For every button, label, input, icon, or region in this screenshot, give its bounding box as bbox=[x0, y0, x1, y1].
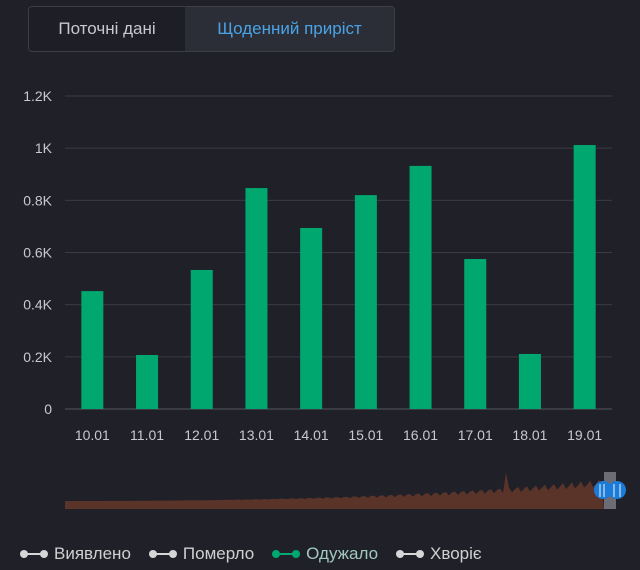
bar[interactable] bbox=[573, 145, 596, 409]
legend-label: Одужало bbox=[306, 544, 379, 563]
y-tick-label: 0 bbox=[44, 401, 52, 417]
legend-marker-icon bbox=[396, 549, 425, 559]
bar[interactable] bbox=[190, 269, 213, 409]
x-tick-label: 17.01 bbox=[458, 427, 493, 443]
bar[interactable] bbox=[81, 291, 104, 409]
slider-handle-left[interactable] bbox=[594, 481, 612, 499]
legend-label: Померло bbox=[182, 544, 255, 563]
bar[interactable] bbox=[136, 355, 159, 409]
legend-item[interactable]: Виявлено bbox=[20, 544, 131, 564]
tab-current-data[interactable]: Поточні дані bbox=[29, 7, 185, 51]
overview-area bbox=[65, 473, 604, 509]
x-tick-label: 16.01 bbox=[403, 427, 438, 443]
legend-marker-icon bbox=[20, 549, 48, 559]
bar[interactable] bbox=[354, 195, 377, 409]
legend-marker-icon bbox=[148, 549, 177, 559]
x-tick-label: 12.01 bbox=[184, 427, 219, 443]
legend: Виявлено Померло Одужало Хворіє bbox=[20, 544, 482, 564]
bar[interactable] bbox=[300, 227, 323, 409]
legend-marker-icon bbox=[272, 549, 301, 559]
y-tick-label: 0.6K bbox=[23, 245, 52, 261]
bar[interactable] bbox=[464, 259, 487, 409]
legend-label: Виявлено bbox=[54, 544, 131, 563]
y-tick-label: 0.2K bbox=[23, 349, 52, 365]
legend-label: Хворіє bbox=[430, 544, 482, 563]
bar[interactable] bbox=[518, 353, 541, 409]
x-tick-label: 11.01 bbox=[130, 427, 164, 443]
legend-item[interactable]: Одужало bbox=[272, 544, 378, 564]
x-tick-label: 14.01 bbox=[294, 427, 329, 443]
x-tick-label: 15.01 bbox=[348, 427, 383, 443]
view-tabs: Поточні дані Щоденний приріст bbox=[28, 6, 395, 52]
x-tick-label: 13.01 bbox=[239, 427, 274, 443]
bar[interactable] bbox=[245, 188, 268, 409]
bar[interactable] bbox=[409, 165, 432, 409]
slider-handle-right[interactable] bbox=[608, 481, 626, 499]
y-tick-label: 1.2K bbox=[23, 88, 52, 104]
x-tick-label: 18.01 bbox=[512, 427, 547, 443]
tab-daily-growth[interactable]: Щоденний приріст bbox=[185, 7, 394, 51]
x-tick-label: 19.01 bbox=[567, 427, 602, 443]
legend-item[interactable]: Померло bbox=[148, 544, 255, 564]
y-tick-label: 1K bbox=[35, 140, 53, 156]
y-tick-label: 0.4K bbox=[23, 297, 52, 313]
legend-item[interactable]: Хворіє bbox=[396, 544, 482, 564]
x-tick-label: 10.01 bbox=[75, 427, 110, 443]
y-tick-label: 0.8K bbox=[23, 192, 52, 208]
